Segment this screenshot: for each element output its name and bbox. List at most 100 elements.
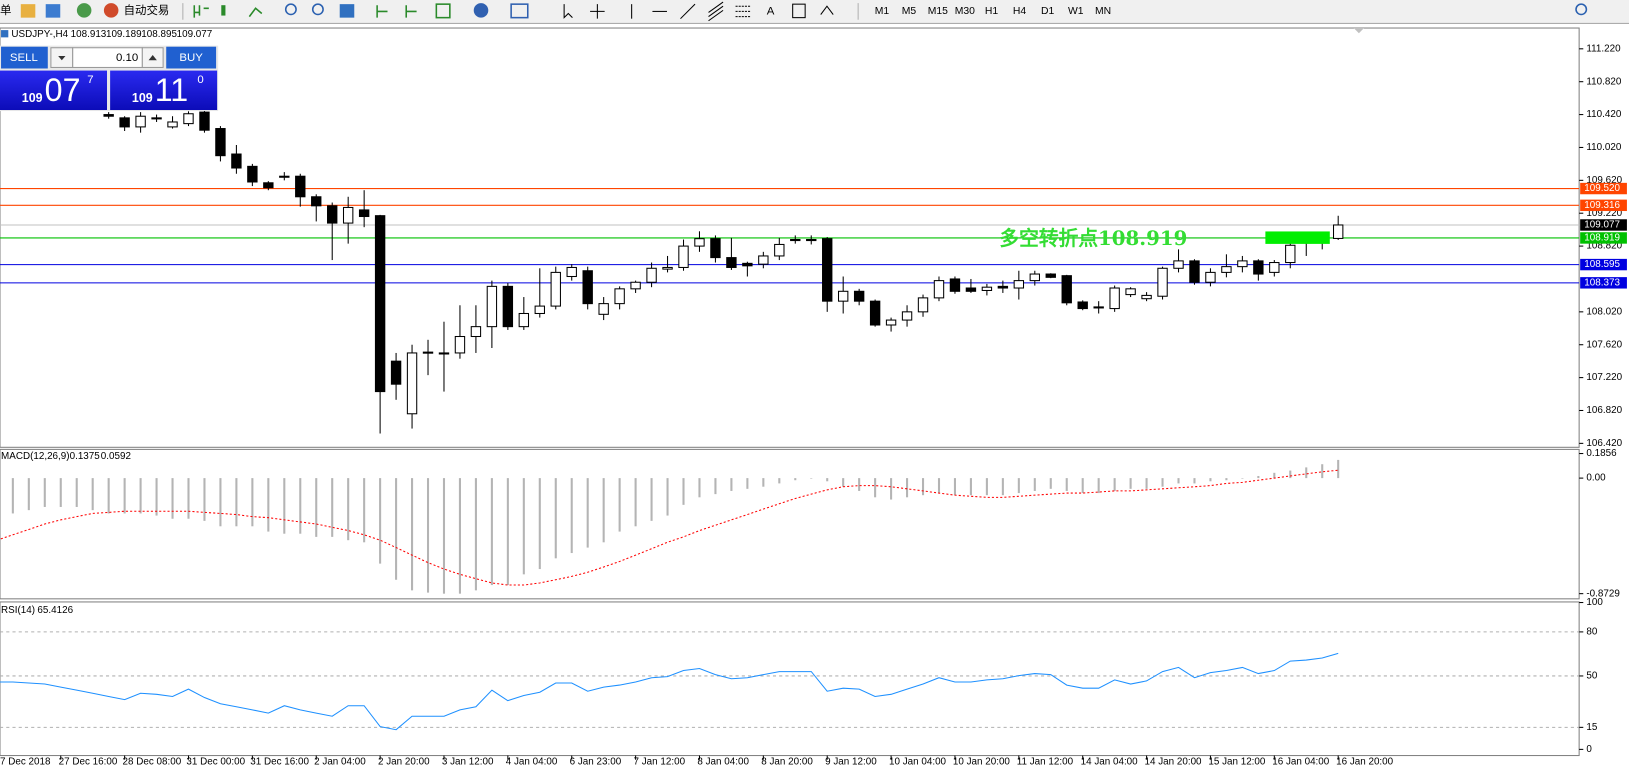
chart-title: USDJPY-,H4 [11,29,68,40]
timeframe-button[interactable]: M5 [902,6,917,17]
shift-marker[interactable] [1353,28,1365,34]
candle-body [662,266,673,270]
candle-body [742,262,753,267]
candle-body [406,352,418,415]
label-tool[interactable] [792,3,806,19]
candle-body [630,281,641,290]
candle-body [1093,306,1104,309]
candle-body [374,215,386,393]
candle-body [1285,244,1296,264]
candle-body [1045,273,1056,278]
shift-button[interactable] [405,5,417,18]
macd-bar [1193,478,1196,484]
macd-bar [810,478,813,479]
symbol-icon [1,30,9,38]
toolbar-icon[interactable] [45,4,61,18]
y-tick-label: 111.220 [1586,43,1621,54]
autoscroll-button[interactable] [376,5,388,18]
arrows-tool[interactable] [820,5,834,15]
macd-bar [1177,478,1180,484]
bid-box[interactable] [0,70,108,111]
timeframe-button[interactable]: H1 [985,6,998,17]
macd-bar [506,478,509,586]
macd-bar [1097,478,1100,494]
timeframe-button[interactable]: W1 [1068,6,1084,17]
macd-bar [347,478,350,541]
panel-value: 0.0592 [101,451,131,462]
indicators-button[interactable] [435,3,451,19]
macd-bar [411,478,414,591]
current-price-label: 109.077 [1584,220,1620,231]
toolbar-icon[interactable] [76,3,92,18]
crosshair-tool[interactable] [590,4,605,19]
macd-bar [1273,472,1276,479]
macd-bar [842,478,845,487]
y-tick-label: 110.420 [1586,109,1621,120]
auto-trading-button[interactable]: 自动交易 [124,3,170,17]
macd-bar [586,478,589,548]
macd-bar [107,478,110,514]
x-tick-label: 27 Dec 16:00 [59,756,118,767]
macd-bar [554,478,557,559]
y-tick-label: 107.220 [1586,372,1622,383]
periods-button[interactable] [473,3,489,18]
sell-button[interactable] [1,46,48,69]
candle-body [933,280,945,299]
macd-bar [1033,478,1036,491]
macd-bar [1017,478,1020,494]
macd-bar [1001,478,1004,496]
macd-bar [1209,478,1212,482]
trendline-tool[interactable] [680,3,696,20]
channel-tool[interactable] [708,1,724,22]
fibo-tool[interactable] [735,5,751,18]
macd-bar [714,478,717,495]
timeframe-button[interactable]: M1 [875,6,890,17]
candle-body [598,303,609,315]
candle-body [231,153,242,169]
toolbar-icon[interactable] [20,4,36,18]
timeframe-button[interactable]: H4 [1013,6,1026,17]
macd-bar [906,478,909,498]
macd-bar [634,478,637,527]
macd-bar [171,478,174,519]
macd-bar [682,478,685,505]
tile-button[interactable] [339,4,355,18]
y-tick-label: 106.420 [1586,438,1622,449]
bar-chart-button[interactable] [193,5,209,18]
timeframe-button[interactable]: M30 [955,6,975,17]
arrow-up [148,55,157,61]
y-tick-label: 107.620 [1586,339,1622,350]
timeframe-button[interactable]: M15 [928,6,948,17]
candle-body [582,270,593,305]
ask-box[interactable] [110,70,218,111]
macd-bar [187,478,190,519]
timeframe-button[interactable]: D1 [1041,6,1054,17]
candle-body [1237,260,1248,268]
x-tick-label: 8 Jan 20:00 [761,756,813,767]
candle-body [1109,287,1120,310]
bid-big-figure: 109 [22,91,43,105]
text-tool[interactable]: A [767,5,775,17]
x-tick-label: 2 Jan 04:00 [314,756,366,767]
x-tick-label: 11 Jan 12:00 [1017,756,1074,767]
candle-body [358,209,370,218]
x-tick-label: 16 Jan 04:00 [1272,756,1330,767]
line-chart-button[interactable] [248,7,263,18]
macd-bar [698,478,701,498]
y-tick-label: 110.020 [1586,142,1621,153]
templates-button[interactable] [510,3,529,19]
candle-body [758,255,769,265]
timeframe-button[interactable]: MN [1095,6,1111,17]
candle-chart-button[interactable] [221,5,226,16]
toolbar-bg [0,0,1629,23]
search-button[interactable] [1575,3,1588,16]
price-label-bg [1580,199,1627,212]
plot-area: 111.220 110.820 110.420 110.020 109.620 109.2… [0,29,1627,767]
auto-trading-icon[interactable] [103,3,119,18]
zoom-in-button[interactable] [284,3,297,16]
zoom-out-button[interactable] [311,3,324,16]
candle-body [837,290,849,302]
buy-button[interactable] [166,46,217,69]
cursor-tool[interactable] [563,4,573,19]
